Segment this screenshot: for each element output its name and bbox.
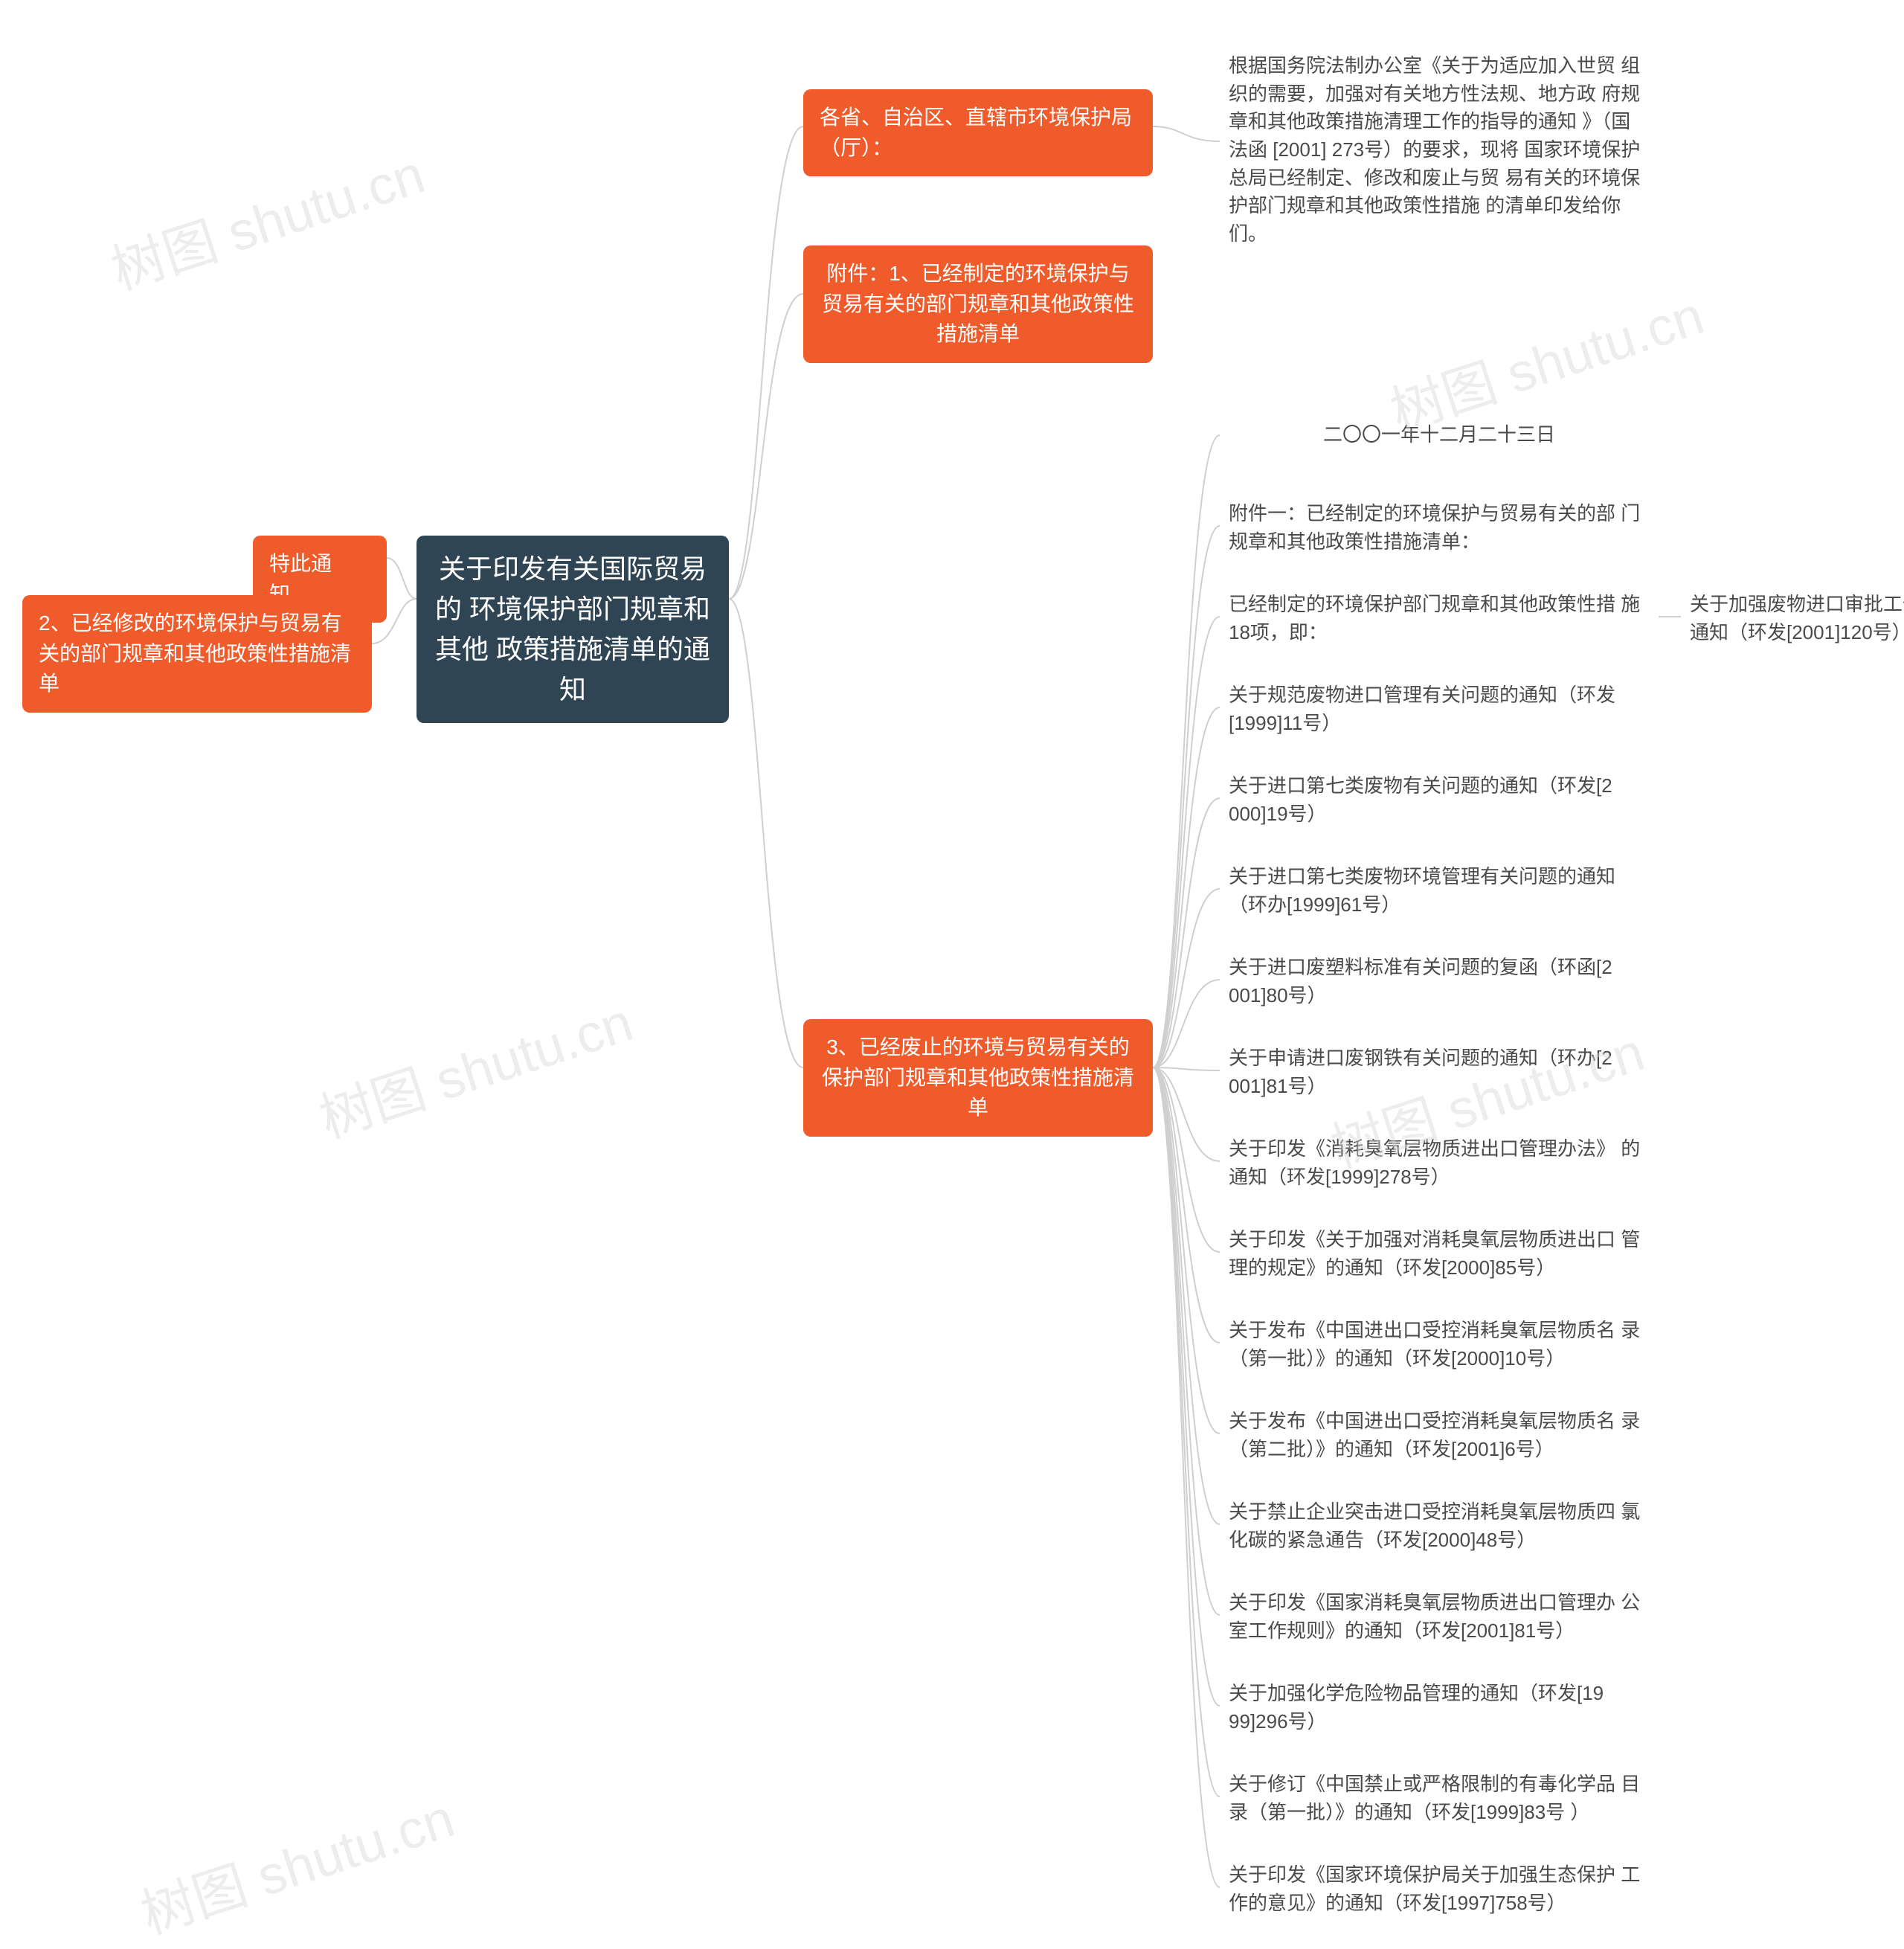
- abolished-item: 二〇〇一年十二月二十三日: [1220, 402, 1659, 469]
- abolished-item: 关于印发《关于加强对消耗臭氧层物质进出口 管理的规定》的通知（环发[2000]8…: [1220, 1218, 1659, 1289]
- abolished-item: 关于发布《中国进出口受控消耗臭氧层物质名 录（第一批）》的通知（环发[2000]…: [1220, 1309, 1659, 1380]
- abolished-item-sub: 关于加强废物进口审批工作监督管理有关问题 的通知（环发[2001]120号）: [1681, 583, 1904, 654]
- watermark: 树图 shutu.cn: [100, 130, 432, 305]
- branch-provinces: 各省、自治区、直辖市环境保护局 （厅）：: [803, 89, 1153, 176]
- abolished-item: 关于印发《国家消耗臭氧层物质进出口管理办 公室工作规则》的通知（环发[2001]…: [1220, 1582, 1659, 1652]
- watermark: 树图 shutu.cn: [129, 1774, 462, 1949]
- abolished-item: 关于发布《中国进出口受控消耗臭氧层物质名 录（第二批）》的通知（环发[2001]…: [1220, 1400, 1659, 1471]
- abolished-item: 关于进口废塑料标准有关问题的复函（环函[2 001]80号）: [1220, 946, 1659, 1017]
- abolished-item: 关于加强化学危险物品管理的通知（环发[19 99]296号）: [1220, 1672, 1659, 1743]
- abolished-item: 附件一：已经制定的环境保护与贸易有关的部 门规章和其他政策性措施清单：: [1220, 492, 1659, 563]
- abolished-item: 关于进口第七类废物有关问题的通知（环发[2 000]19号）: [1220, 765, 1659, 835]
- root-node: 关于印发有关国际贸易的 环境保护部门规章和其他 政策措施清单的通知: [416, 536, 729, 723]
- branch-attachment-1: 附件：1、已经制定的环境保护与 贸易有关的部门规章和其他政策性 措施清单: [803, 245, 1153, 363]
- abolished-item: 关于印发《国家环境保护局关于加强生态保护 工作的意见》的通知（环发[1997]7…: [1220, 1854, 1659, 1924]
- abolished-item: 关于进口第七类废物环境管理有关问题的通知 （环办[1999]61号）: [1220, 855, 1659, 926]
- abolished-item: 关于禁止企业突击进口受控消耗臭氧层物质四 氯化碳的紧急通告（环发[2000]48…: [1220, 1491, 1659, 1561]
- abolished-item: 已经制定的环境保护部门规章和其他政策性措 施18项，即：: [1220, 583, 1659, 654]
- abolished-item: 关于修订《中国禁止或严格限制的有毒化学品 目录（第一批）》的通知（环发[1999…: [1220, 1763, 1659, 1834]
- abolished-item: 关于申请进口废钢铁有关问题的通知（环办[2 001]81号）: [1220, 1037, 1659, 1108]
- abolished-item: 关于规范废物进口管理有关问题的通知（环发 [1999]11号）: [1220, 674, 1659, 745]
- branch-abolished-list: 3、已经废止的环境与贸易有关的 保护部门规章和其他政策性措施清 单: [803, 1019, 1153, 1137]
- watermark: 树图 shutu.cn: [308, 978, 640, 1153]
- abolished-item: 关于印发《消耗臭氧层物质进出口管理办法》 的通知（环发[1999]278号）: [1220, 1128, 1659, 1198]
- left-node-revised-list: 2、已经修改的环境保护与贸易有 关的部门规章和其他政策性措施清 单: [22, 595, 372, 713]
- leaf-provinces-detail: 根据国务院法制办公室《关于为适应加入世贸 组织的需要，加强对有关地方性法规、地方…: [1220, 45, 1659, 256]
